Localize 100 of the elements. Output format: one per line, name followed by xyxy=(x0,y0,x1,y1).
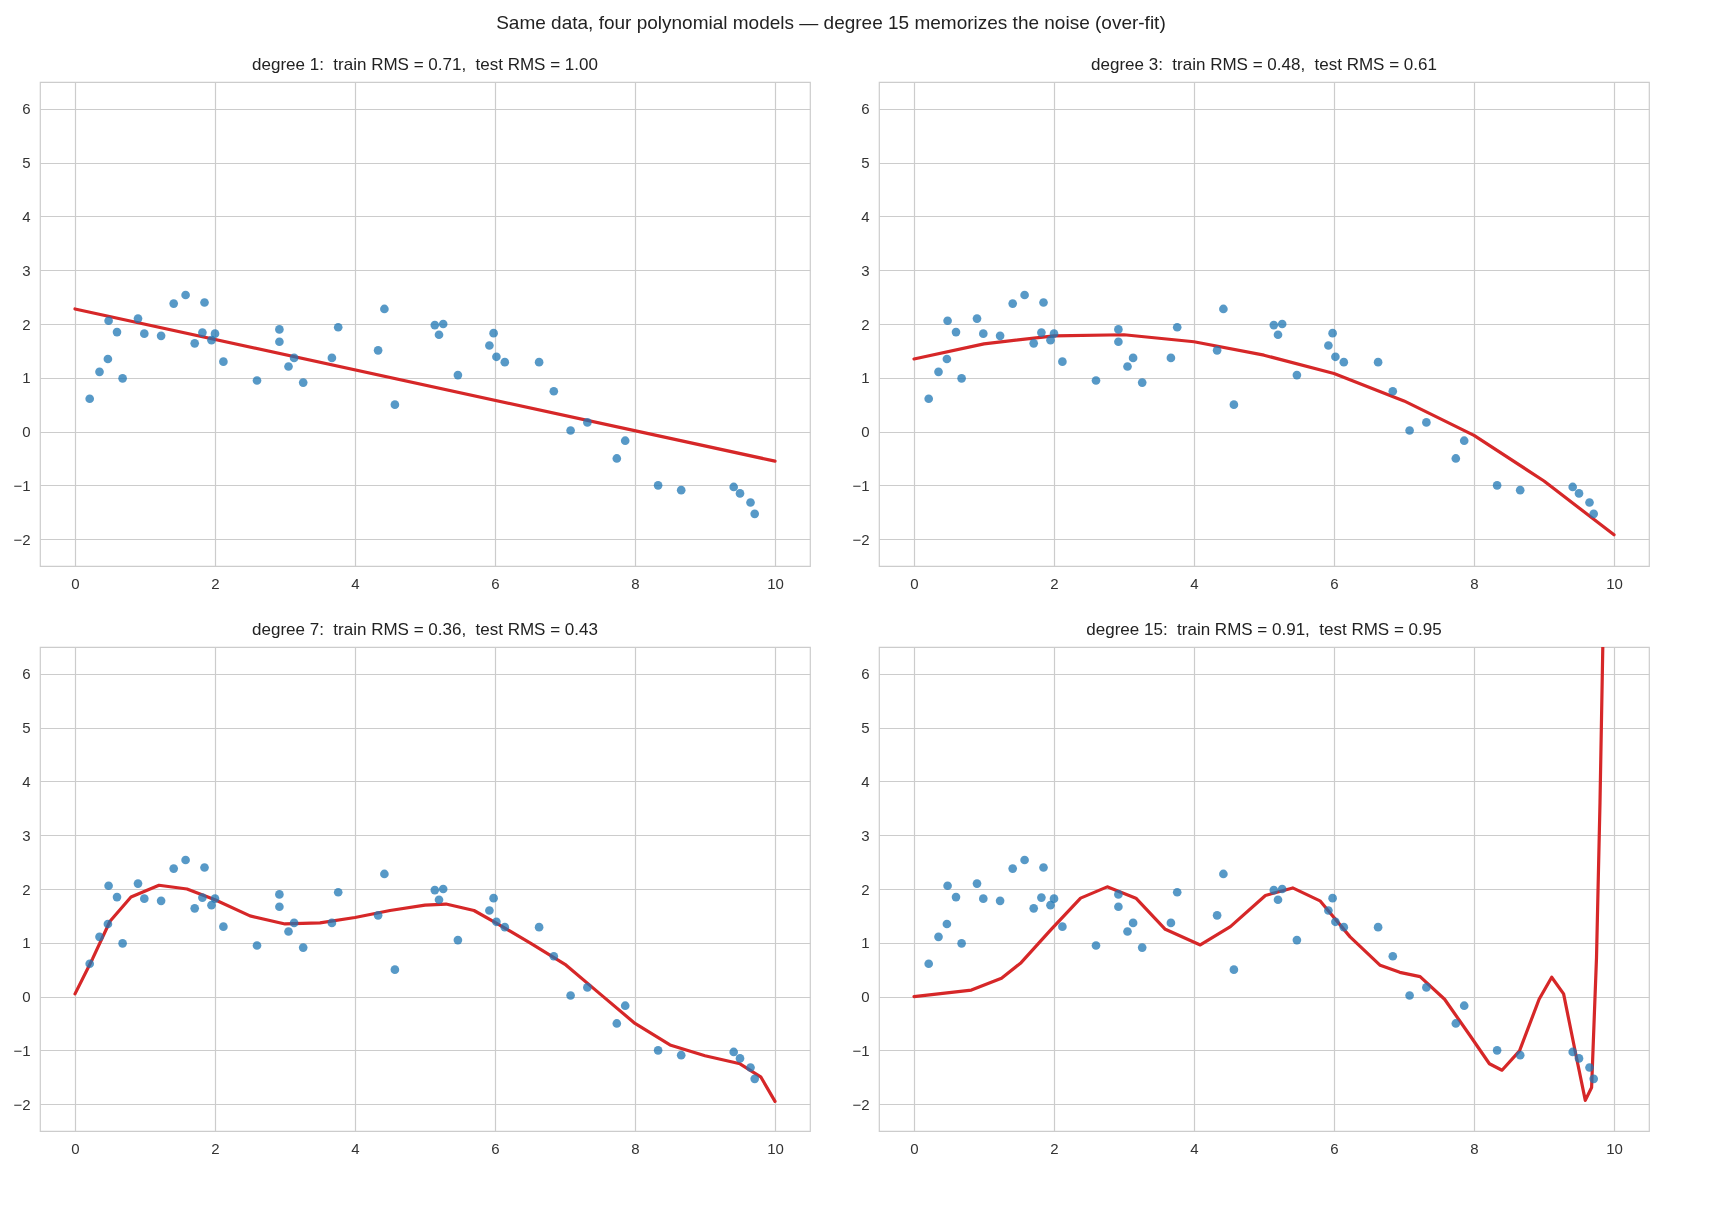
y-tick-label: 2 xyxy=(22,880,31,898)
chart-title: degree 1: train RMS = 0.71, test RMS = 1.00 xyxy=(252,55,598,74)
point xyxy=(1029,904,1039,913)
point xyxy=(1137,943,1147,952)
point xyxy=(676,485,686,495)
point xyxy=(1039,298,1048,307)
y-tick-label: −2 xyxy=(852,530,870,548)
point xyxy=(1128,353,1138,363)
point xyxy=(549,386,559,396)
point xyxy=(219,357,228,366)
point xyxy=(181,855,190,865)
point xyxy=(1114,337,1123,347)
point xyxy=(438,319,448,329)
point xyxy=(1219,304,1228,314)
y-tick-label: 4 xyxy=(22,772,31,790)
point xyxy=(1229,400,1239,409)
point xyxy=(1451,454,1461,463)
point xyxy=(453,935,463,945)
x-tick-label: 8 xyxy=(1470,1139,1479,1157)
point xyxy=(1058,357,1067,366)
y-tick-label: 5 xyxy=(22,719,31,737)
point xyxy=(1574,1054,1584,1063)
point xyxy=(489,893,498,903)
point xyxy=(1166,353,1176,363)
point xyxy=(566,426,575,435)
point xyxy=(1515,1050,1525,1060)
point xyxy=(1292,370,1302,380)
point xyxy=(1114,890,1123,899)
point xyxy=(103,919,113,929)
x-tick-label: 10 xyxy=(1606,574,1623,592)
x-tick-label: 6 xyxy=(491,574,500,592)
point xyxy=(380,304,389,314)
point xyxy=(133,314,143,323)
x-tick-label: 10 xyxy=(767,574,784,592)
point xyxy=(380,869,389,879)
point xyxy=(485,341,494,350)
point xyxy=(995,331,1005,341)
x-tick-label: 6 xyxy=(491,1139,500,1157)
chart-title: degree 15: train RMS = 0.91, test RMS = 0.95 xyxy=(1086,620,1442,639)
y-tick-label: 2 xyxy=(861,315,870,333)
point xyxy=(492,352,501,362)
point xyxy=(534,357,544,367)
point xyxy=(1123,362,1132,371)
point xyxy=(729,482,739,492)
point xyxy=(1324,341,1333,350)
point xyxy=(1172,322,1182,332)
point xyxy=(438,884,448,894)
y-tick-label: 4 xyxy=(22,207,31,225)
point xyxy=(566,991,575,1000)
point xyxy=(653,1046,663,1055)
point xyxy=(1585,1063,1594,1072)
point xyxy=(676,1050,686,1060)
point xyxy=(1273,330,1283,340)
point xyxy=(1459,436,1469,446)
point xyxy=(1114,325,1123,334)
y-tick-label: 0 xyxy=(861,988,870,1006)
point xyxy=(1123,927,1132,936)
y-tick-label: 6 xyxy=(861,665,870,683)
point xyxy=(1049,329,1059,338)
x-tick-label: 0 xyxy=(71,1139,80,1157)
y-tick-label: 2 xyxy=(22,315,31,333)
y-tick-label: 5 xyxy=(861,719,870,737)
point xyxy=(252,941,262,950)
point xyxy=(169,864,179,873)
y-tick-label: 1 xyxy=(22,369,31,387)
point xyxy=(284,362,293,371)
point xyxy=(995,896,1005,906)
point xyxy=(1212,346,1222,355)
point xyxy=(1328,893,1337,903)
point xyxy=(1172,887,1182,897)
y-tick-label: 6 xyxy=(22,100,31,118)
point xyxy=(169,299,179,308)
point xyxy=(104,316,113,326)
x-tick-label: 4 xyxy=(351,1139,360,1157)
point xyxy=(284,927,293,936)
point xyxy=(1229,965,1239,974)
point xyxy=(430,320,440,330)
y-tick-label: 3 xyxy=(861,826,870,844)
point xyxy=(924,394,934,404)
point xyxy=(275,337,284,347)
point xyxy=(1324,906,1333,915)
point xyxy=(735,1054,745,1063)
point xyxy=(583,418,592,427)
point xyxy=(1405,426,1414,435)
point xyxy=(156,896,166,906)
point xyxy=(95,367,104,377)
point xyxy=(1405,991,1414,1000)
point xyxy=(207,900,216,910)
point xyxy=(252,376,262,385)
point xyxy=(333,322,343,332)
point xyxy=(333,887,343,897)
point xyxy=(1091,941,1101,950)
point xyxy=(750,509,760,519)
point xyxy=(219,922,228,931)
point xyxy=(210,329,220,338)
point xyxy=(390,965,400,974)
point xyxy=(1568,1047,1578,1057)
point xyxy=(1269,885,1279,895)
x-tick-label: 4 xyxy=(1190,1139,1199,1157)
point xyxy=(210,894,220,903)
